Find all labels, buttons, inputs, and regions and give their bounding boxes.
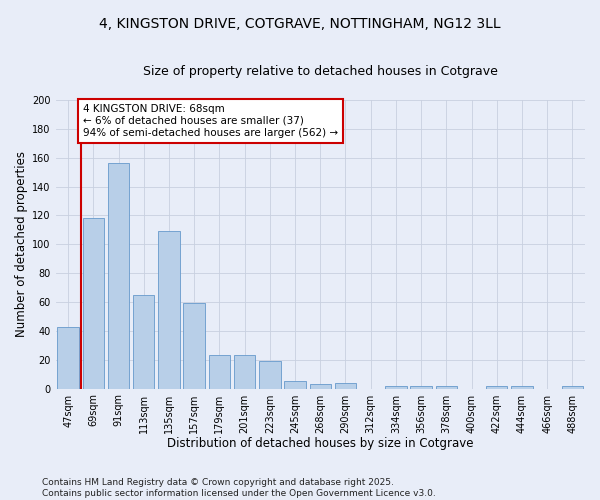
Bar: [259, 361, 281, 388]
Text: Contains HM Land Registry data © Crown copyright and database right 2025.
Contai: Contains HM Land Registry data © Crown c…: [42, 478, 436, 498]
Bar: [410, 386, 432, 388]
Bar: [158, 232, 180, 388]
Bar: [511, 386, 533, 388]
Bar: [133, 295, 154, 388]
Bar: [108, 164, 129, 388]
Bar: [284, 382, 306, 388]
Bar: [58, 326, 79, 388]
Bar: [310, 384, 331, 388]
Title: Size of property relative to detached houses in Cotgrave: Size of property relative to detached ho…: [143, 65, 498, 78]
Bar: [385, 386, 407, 388]
X-axis label: Distribution of detached houses by size in Cotgrave: Distribution of detached houses by size …: [167, 437, 473, 450]
Text: 4, KINGSTON DRIVE, COTGRAVE, NOTTINGHAM, NG12 3LL: 4, KINGSTON DRIVE, COTGRAVE, NOTTINGHAM,…: [99, 18, 501, 32]
Bar: [486, 386, 508, 388]
Bar: [209, 356, 230, 388]
Bar: [83, 218, 104, 388]
Y-axis label: Number of detached properties: Number of detached properties: [15, 152, 28, 338]
Bar: [234, 356, 256, 388]
Bar: [562, 386, 583, 388]
Bar: [335, 383, 356, 388]
Bar: [184, 304, 205, 388]
Text: 4 KINGSTON DRIVE: 68sqm
← 6% of detached houses are smaller (37)
94% of semi-det: 4 KINGSTON DRIVE: 68sqm ← 6% of detached…: [83, 104, 338, 138]
Bar: [436, 386, 457, 388]
